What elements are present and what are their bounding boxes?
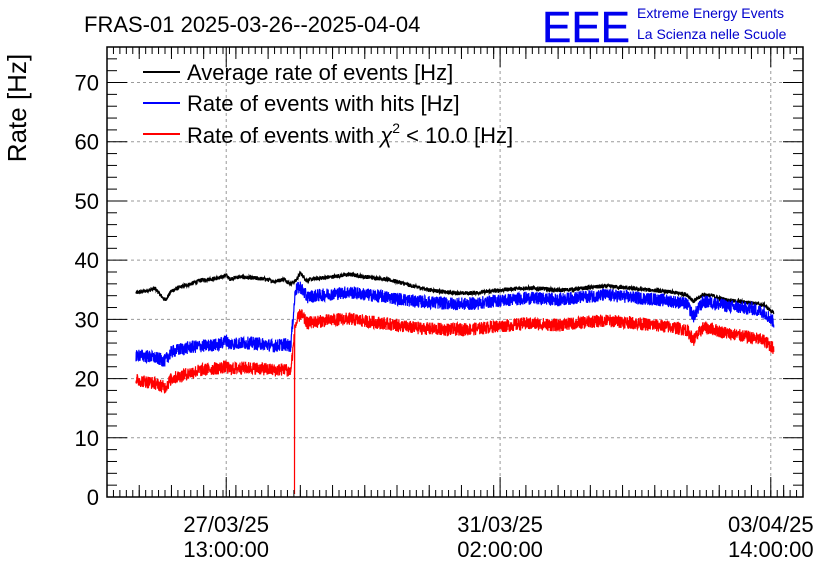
y-tick-label: 50 [75,189,99,214]
x-tick-label-date: 27/03/25 [183,512,269,537]
legend-label-chi2: Rate of events with χ2 < 10.0 [Hz] [187,120,513,148]
y-tick-label: 60 [75,130,99,155]
y-tick-label: 10 [75,426,99,451]
y-axis-label: Rate [Hz] [2,54,32,162]
y-tick-label: 30 [75,307,99,332]
y-tick-label: 70 [75,71,99,96]
series-line-0 [135,270,775,315]
eee-logo: EEE Extreme Energy Events La Scienza nel… [542,3,787,53]
x-tick-label-time: 02:00:00 [457,537,543,562]
axis-ticks [106,46,804,498]
y-tick-labels: 0 10 20 30 40 50 60 70 [75,71,99,510]
y-tick-label: 0 [87,485,99,510]
series-line-2 [135,309,775,495]
grid-lines [107,47,803,497]
x-tick-label-date: 03/04/25 [728,512,814,537]
legend-label-average: Average rate of events [Hz] [187,60,453,85]
chart-title: FRAS-01 2025-03-26--2025-04-04 [84,12,420,37]
series-lines [135,270,775,495]
legend: Average rate of events [Hz] Rate of even… [143,60,513,148]
logo-mark: EEE [542,3,630,52]
series-line-1 [135,281,775,367]
x-tick-label-date: 31/03/25 [457,512,543,537]
x-tick-label-time: 13:00:00 [183,537,269,562]
y-tick-label: 20 [75,367,99,392]
logo-line-2: La Scienza nelle Scuole [637,26,787,42]
logo-line-1: Extreme Energy Events [637,5,784,21]
legend-label-hits: Rate of events with hits [Hz] [187,91,460,116]
x-tick-label-time: 14:00:00 [728,537,814,562]
y-tick-label: 40 [75,248,99,273]
